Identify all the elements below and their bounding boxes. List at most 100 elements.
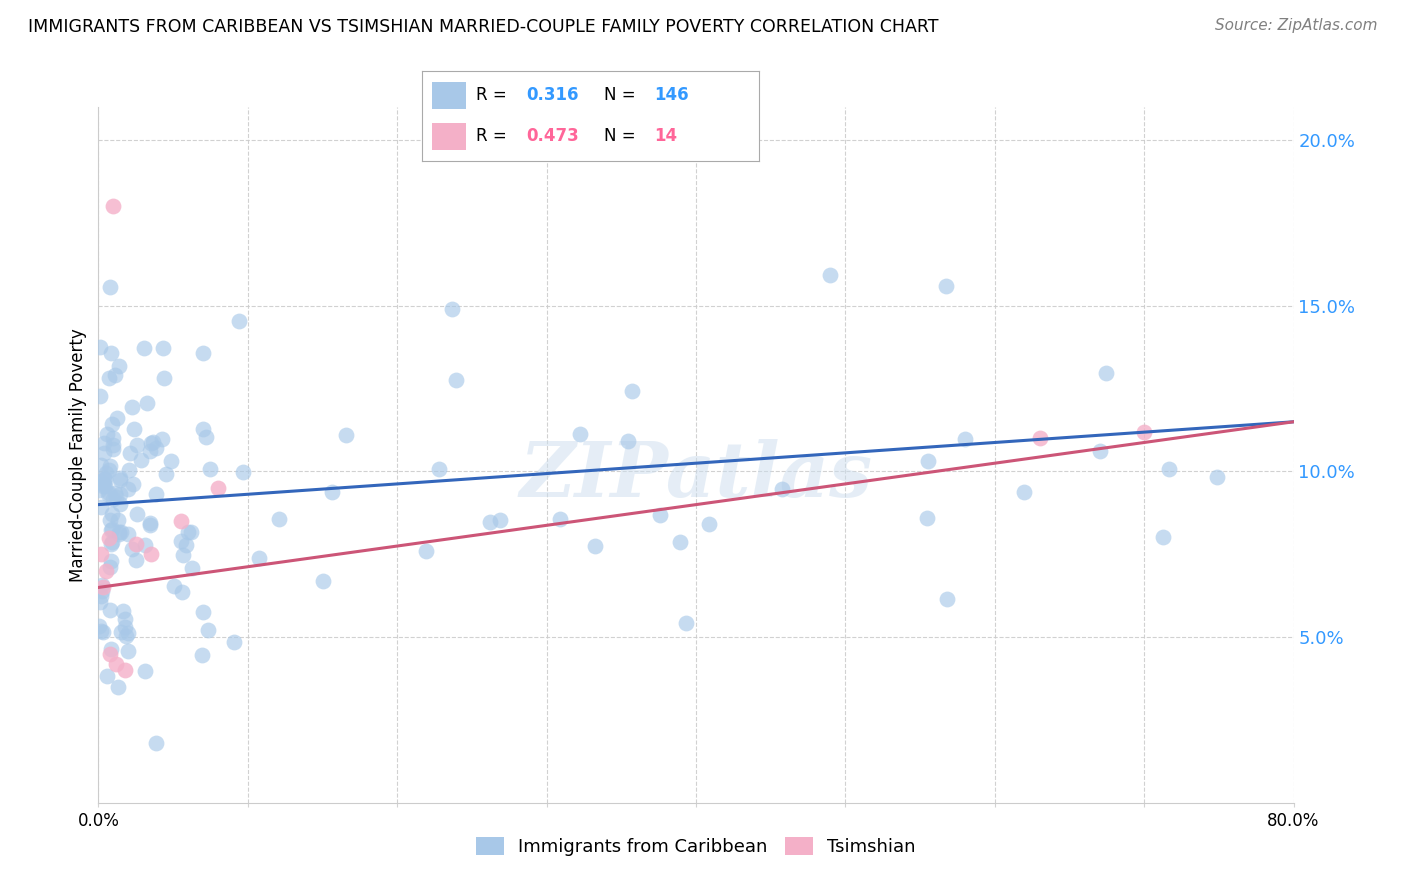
Point	[232, 465, 254, 479]
Point	[145, 487, 167, 501]
Point	[150, 432, 173, 446]
Point	[101, 491, 124, 506]
Point	[108, 525, 131, 540]
Point	[145, 442, 167, 456]
Text: 14: 14	[655, 128, 678, 145]
Point	[917, 453, 939, 467]
Point	[93, 477, 115, 491]
Point	[98, 647, 122, 661]
Point	[107, 680, 129, 694]
Point	[90, 547, 112, 561]
Text: N =: N =	[605, 128, 641, 145]
Point	[110, 525, 132, 540]
Point	[117, 482, 139, 496]
Point	[91, 578, 114, 592]
Point	[103, 199, 125, 213]
Point	[100, 553, 122, 567]
Point	[180, 524, 202, 539]
Point	[152, 370, 174, 384]
Point	[91, 478, 114, 492]
Point	[98, 560, 121, 574]
Point	[89, 340, 111, 354]
Point	[191, 606, 214, 620]
Point	[107, 513, 129, 527]
Point	[89, 474, 111, 488]
Point	[94, 466, 117, 480]
Point	[100, 641, 122, 656]
Text: 0.316: 0.316	[526, 87, 579, 104]
Point	[117, 527, 139, 541]
Point	[548, 511, 571, 525]
Point	[177, 525, 200, 540]
Point	[91, 625, 114, 640]
Point	[697, 516, 720, 531]
Point	[311, 574, 333, 588]
Point	[1028, 431, 1050, 445]
Point	[131, 453, 153, 467]
Point	[1152, 531, 1174, 545]
Point	[93, 472, 115, 486]
Point	[117, 644, 139, 658]
Point	[935, 278, 957, 293]
Point	[101, 522, 124, 536]
Point	[145, 736, 167, 750]
Point	[94, 564, 117, 578]
Point	[101, 507, 124, 521]
Point	[321, 484, 343, 499]
Point	[105, 657, 128, 671]
Bar	[432, 123, 465, 150]
Point	[617, 434, 640, 449]
Point	[100, 537, 122, 551]
Point	[953, 432, 976, 446]
Point	[98, 485, 121, 500]
Point	[114, 663, 136, 677]
Point	[269, 512, 291, 526]
Point	[96, 426, 118, 441]
Point	[122, 422, 145, 436]
Point	[440, 302, 463, 317]
Point	[1088, 443, 1111, 458]
Point	[818, 268, 841, 282]
Point	[134, 665, 156, 679]
Text: 0.473: 0.473	[526, 128, 579, 145]
Point	[569, 427, 592, 442]
Point	[107, 527, 129, 541]
Point	[169, 514, 191, 528]
Point	[114, 611, 136, 625]
Point	[138, 444, 160, 458]
Point	[98, 458, 121, 473]
Bar	[432, 82, 465, 109]
Point	[489, 513, 512, 527]
Point	[415, 544, 437, 558]
Point	[915, 510, 938, 524]
Text: Source: ZipAtlas.com: Source: ZipAtlas.com	[1215, 18, 1378, 33]
Point	[104, 485, 127, 500]
Text: N =: N =	[605, 87, 641, 104]
Point	[89, 389, 111, 403]
Point	[97, 371, 120, 385]
Point	[935, 592, 957, 607]
Point	[228, 314, 250, 328]
Point	[108, 473, 131, 487]
Point	[97, 531, 120, 545]
Point	[194, 430, 217, 444]
Point	[103, 442, 125, 457]
Point	[193, 422, 215, 436]
Point	[105, 411, 128, 425]
Point	[142, 435, 165, 450]
Point	[191, 648, 214, 662]
Legend: Immigrants from Caribbean, Tsimshian: Immigrants from Caribbean, Tsimshian	[470, 830, 922, 863]
Point	[1159, 461, 1181, 475]
Point	[115, 628, 138, 642]
Point	[98, 513, 121, 527]
Point	[152, 341, 174, 355]
Point	[103, 438, 125, 452]
Point	[108, 497, 131, 511]
Point	[191, 345, 214, 359]
Point	[100, 523, 122, 537]
Point	[90, 458, 112, 473]
Point	[110, 471, 132, 485]
Point	[444, 373, 467, 387]
Point	[155, 467, 177, 482]
Point	[91, 581, 114, 595]
